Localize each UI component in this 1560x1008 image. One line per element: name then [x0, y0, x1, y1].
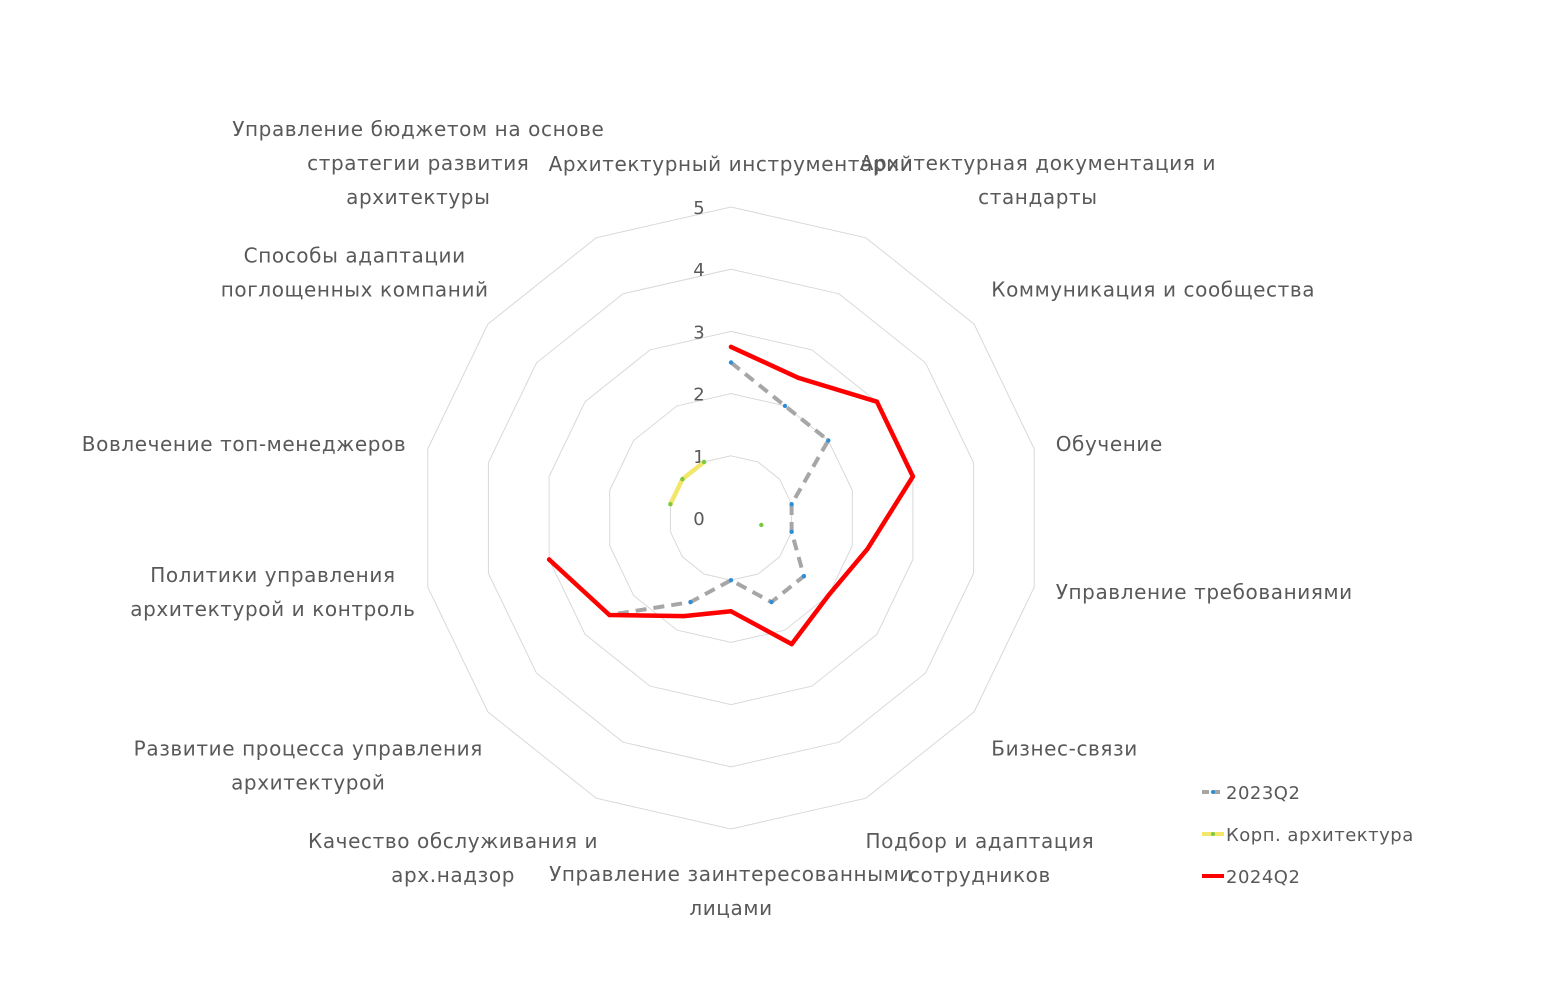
- category-label-2: Архитектурная документация и стандарты: [860, 151, 1216, 209]
- series-2: [668, 459, 764, 528]
- series-point-3-3: [874, 399, 880, 404]
- series-point-1-6: [801, 574, 807, 579]
- tick-label-3: 3: [693, 322, 704, 343]
- series-point-1-7: [769, 599, 774, 605]
- legend: 2023Q2 Корп. архитектура 2024Q2: [1202, 783, 1414, 888]
- series-point-3-1: [728, 344, 734, 350]
- series-point-3-11: [546, 557, 552, 562]
- series-1: [607, 360, 831, 618]
- category-label-4: Обучение: [1056, 432, 1163, 456]
- category-label-13: Способы адаптации поглощенных компаний: [221, 243, 489, 301]
- series-point-2-12: [668, 502, 673, 507]
- category-label-6: Бизнес-связи: [991, 737, 1138, 761]
- series-point-1-3: [826, 438, 831, 443]
- grid-ring-4: [487, 268, 975, 768]
- category-labels: Архитектурный инструментарийАрхитектурна…: [82, 117, 1353, 920]
- series-point-1-4: [789, 502, 794, 507]
- category-label-11: Политики управления архитектурой и контро…: [130, 563, 415, 621]
- series-point-1-5: [789, 529, 794, 534]
- category-label-3: Коммуникация и сообщества: [991, 277, 1315, 301]
- series-point-1-1: [728, 360, 734, 365]
- series-point-3-10: [607, 612, 612, 618]
- radial-tick-labels: 0 1 2 3 4 5: [693, 198, 704, 530]
- series-line-1-1: [609, 360, 831, 617]
- series-point-3-9: [681, 613, 686, 619]
- category-label-5: Управление требованиями: [1056, 580, 1353, 604]
- tick-label-4: 4: [693, 260, 704, 281]
- category-label-14: Управление бюджетом на основе стратегии р…: [232, 117, 604, 209]
- legend-item-3: 2024Q2: [1202, 867, 1300, 888]
- series-point-1-9: [688, 599, 693, 605]
- category-label-12: Вовлечение топ-менеджеров: [82, 432, 407, 456]
- tick-label-2: 2: [693, 385, 704, 406]
- legend-label-3: 2024Q2: [1226, 867, 1300, 888]
- category-label-7: Подбор и адаптация сотрудников: [865, 829, 1094, 887]
- series-point-3-8: [728, 609, 734, 614]
- legend-item-1: 2023Q2: [1202, 783, 1300, 804]
- tick-label-1: 1: [693, 447, 704, 468]
- series-point-3-4: [910, 474, 916, 479]
- series-3: [546, 344, 916, 647]
- category-label-10: Развитие процесса управления архитектурой: [134, 737, 483, 795]
- grid-ring-3: [548, 330, 914, 706]
- radar-series: [546, 344, 916, 647]
- grid-ring-5: [427, 206, 1035, 830]
- category-label-1: Архитектурный инструментарий: [549, 152, 914, 176]
- series-point-3-5: [865, 546, 870, 552]
- series-point-2-13: [680, 477, 685, 482]
- series-point-2-5: [759, 522, 764, 528]
- series-point-3-2: [796, 375, 801, 381]
- legend-label-1: 2023Q2: [1226, 783, 1300, 804]
- category-label-8: Управление заинтересованными лицами: [549, 862, 913, 920]
- series-point-1-8: [728, 578, 734, 583]
- series-point-2-14: [701, 459, 707, 465]
- grid-ring-2: [609, 393, 853, 643]
- series-line-2-2: [668, 459, 707, 507]
- legend-item-2: Корп. архитектура: [1202, 825, 1414, 846]
- series-point-3-6: [826, 593, 831, 598]
- legend-label-2: Корп. архитектура: [1226, 825, 1414, 846]
- tick-label-0: 0: [693, 509, 704, 530]
- category-label-9: Качество обслуживания и арх.надзор: [308, 829, 598, 887]
- tick-label-5: 5: [693, 198, 704, 219]
- series-line-3-1: [546, 344, 916, 647]
- radar-grid: [427, 206, 1035, 830]
- series-point-3-7: [789, 641, 794, 647]
- series-point-1-2: [782, 403, 788, 409]
